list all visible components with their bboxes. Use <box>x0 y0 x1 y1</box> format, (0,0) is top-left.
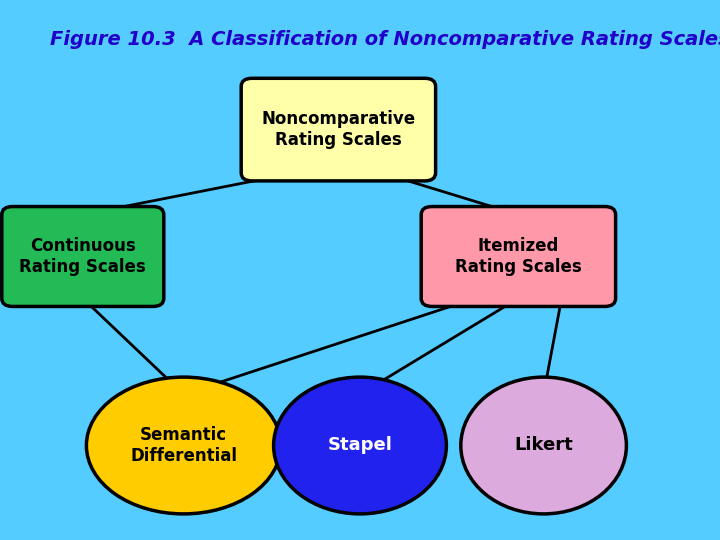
FancyBboxPatch shape <box>2 206 164 306</box>
Text: Stapel: Stapel <box>328 436 392 455</box>
Ellipse shape <box>86 377 281 514</box>
Text: Figure 10.3  A Classification of Noncomparative Rating Scales: Figure 10.3 A Classification of Noncompa… <box>50 30 720 49</box>
Ellipse shape <box>274 377 446 514</box>
Ellipse shape <box>461 377 626 514</box>
Text: Likert: Likert <box>514 436 573 455</box>
Text: Itemized
Rating Scales: Itemized Rating Scales <box>455 237 582 276</box>
Text: Semantic
Differential: Semantic Differential <box>130 426 237 465</box>
FancyBboxPatch shape <box>421 206 616 306</box>
Text: Continuous
Rating Scales: Continuous Rating Scales <box>19 237 146 276</box>
Text: Noncomparative
Rating Scales: Noncomparative Rating Scales <box>261 110 415 149</box>
FancyBboxPatch shape <box>241 78 436 181</box>
